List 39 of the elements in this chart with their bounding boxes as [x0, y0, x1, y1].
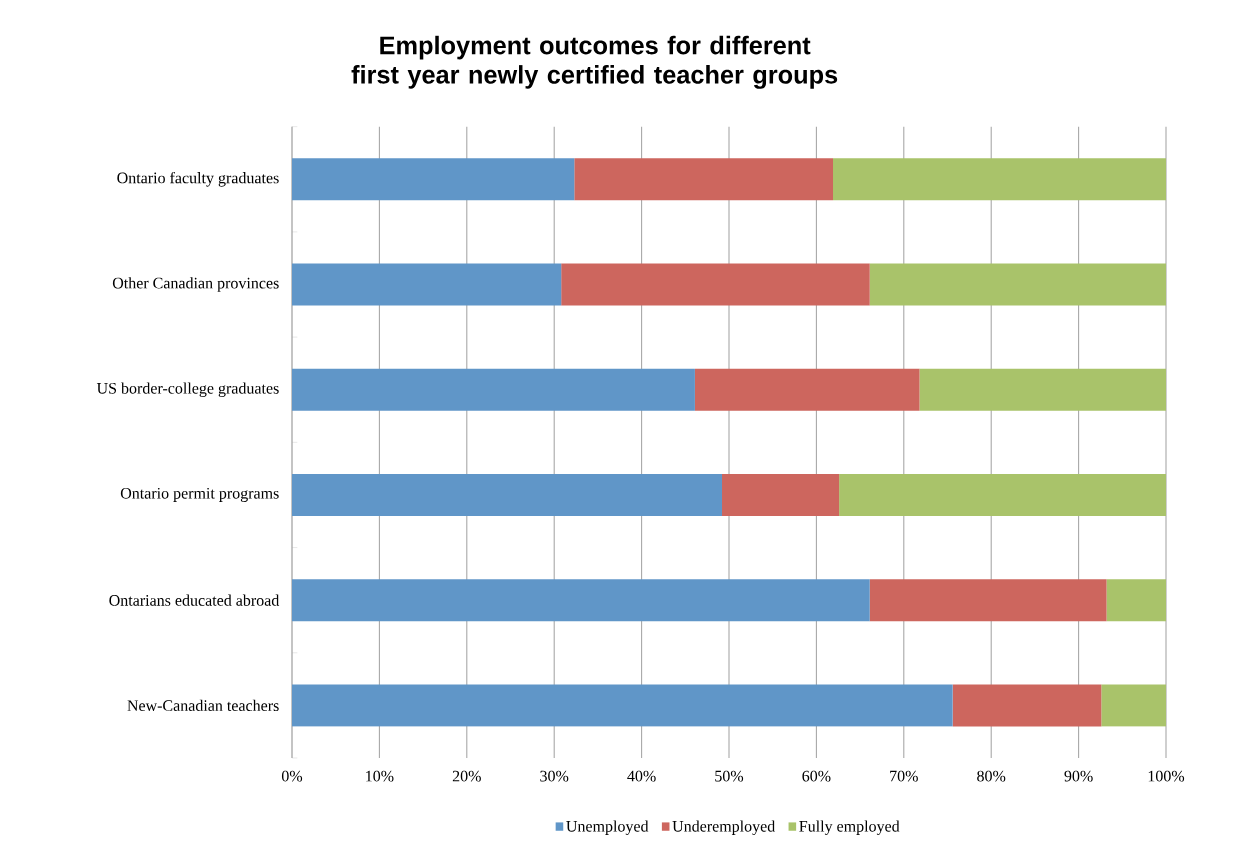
- bar: [292, 684, 953, 727]
- bar: [869, 263, 1166, 306]
- x-tick-label: 30%: [540, 770, 569, 782]
- bar: [722, 473, 840, 516]
- legend-label: Fully employed: [799, 820, 900, 835]
- x-tick-label: 10%: [366, 770, 394, 782]
- x-tick-label: 40%: [627, 770, 656, 782]
- y-tick-label: Ontario faculty graduates: [117, 171, 279, 187]
- bar: [1106, 579, 1166, 622]
- bar: [833, 158, 1166, 201]
- bar: [839, 473, 1166, 516]
- x-tick-label: 20%: [452, 770, 481, 782]
- bar: [561, 263, 870, 306]
- bar: [292, 368, 695, 411]
- bar: [952, 684, 1102, 727]
- bar: [694, 368, 920, 411]
- x-tick-label: 90%: [1064, 770, 1093, 782]
- x-tick-label: 50%: [715, 770, 744, 782]
- bar: [292, 158, 575, 201]
- x-tick-label: 80%: [977, 770, 1006, 782]
- bar: [292, 579, 870, 622]
- y-tick-label: New-Canadian teachers: [127, 699, 279, 711]
- y-tick-label: Other Canadian provinces: [112, 277, 279, 292]
- x-tick-label: 70%: [890, 770, 918, 782]
- x-tick-label: 0%: [281, 770, 303, 782]
- bar: [574, 158, 834, 201]
- x-tick-label: 100%: [1148, 770, 1185, 782]
- bar: [919, 368, 1166, 411]
- bar: [869, 579, 1107, 622]
- legend-label: Unemployed: [566, 820, 649, 835]
- legend-label: Underemployed: [672, 820, 776, 835]
- bar: [1101, 684, 1166, 727]
- chart-title: Employment outcomes for different first year newly certified teacher groups: [351, 35, 838, 89]
- bar: [292, 473, 723, 516]
- y-tick-label: Ontario permit programs: [120, 487, 279, 502]
- y-tick-label: US border-college graduates: [96, 382, 279, 397]
- bar: [292, 263, 562, 306]
- x-tick-label: 60%: [802, 770, 831, 782]
- y-tick-label: Ontarians educated abroad: [109, 594, 280, 606]
